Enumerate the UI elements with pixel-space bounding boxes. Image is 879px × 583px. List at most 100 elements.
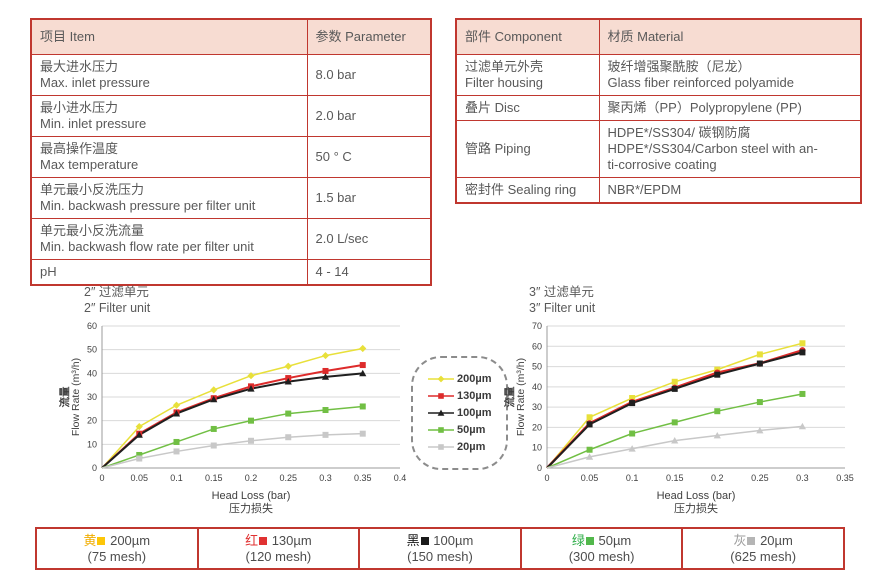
data-point-marker [438,444,444,450]
series-line-130µm [101,364,363,469]
bottom-legend-cell-130µm: 红 130µm (120 mesh) [199,529,361,568]
svg-text:20: 20 [532,422,542,432]
value-cell: HDPE*/SS304/ 碳钢防腐 HDPE*/SS304/Carbon stee… [598,120,862,178]
value-cell: 1.5 bar [306,177,432,219]
svg-text:40: 40 [87,368,97,378]
value-cell: 50 ° C [306,136,432,178]
chart-3inch-title: 3″ 过滤单元 3″ Filter unit [529,284,855,316]
data-point-marker [714,371,721,378]
svg-text:0.1: 0.1 [626,473,639,483]
bottom-legend-cell-20µm: 灰 20µm (625 mesh) [683,529,843,568]
data-point-marker [173,438,180,445]
chart-3inch-plot: 0 10 20 30 40 50 60 70 0 0.05 0.1 0.15 0.2 0.25 0.3 0.3… [503,321,854,515]
bottom-legend-line1: 黑 100µm [407,533,474,549]
bottom-legend-cell-200µm: 黄 200µm (75 mesh) [37,529,199,568]
color-swatch-icon [747,536,756,545]
data-point-marker [136,451,143,458]
table-row: 密封件 Sealing ring NBR*/EPDM [455,177,862,204]
svg-text:0.2: 0.2 [711,473,724,483]
data-point-marker [586,446,593,453]
chart-3inch-title-zh: 3″ 过滤单元 [529,285,594,299]
data-point-marker [172,401,181,409]
svg-text:0.35: 0.35 [836,473,854,483]
data-point-marker [713,431,721,439]
legend-item-100µm: 100µm [428,407,506,419]
legend-item-200µm: 200µm [428,373,506,385]
table-row: 最大进水压力 Max. inlet pressure 8.0 bar [30,54,432,96]
svg-text:0.35: 0.35 [354,473,372,483]
data-point-marker [629,400,636,407]
value-cell: 2.0 bar [306,95,432,137]
value-cell: 聚丙烯（PP）Polypropylene (PP) [598,95,862,121]
x-axis-label-zh: 压力损失 [674,501,718,515]
svg-text:0.2: 0.2 [245,473,258,483]
color-swatch-icon [259,536,268,545]
y-axis-label: 流量Flow Rate (m³/h) [503,358,527,436]
data-point-marker [136,455,143,462]
micron-size: 130µm [268,532,312,548]
data-point-marker [756,399,763,406]
data-point-marker [756,426,764,434]
data-point-marker [210,395,218,403]
svg-text:0.15: 0.15 [205,473,223,483]
svg-text:0.25: 0.25 [751,473,769,483]
micron-size: 20µm [756,532,793,548]
data-point-marker [248,437,254,444]
table-row: 单元最小反洗流量 Min. backwash flow rate per filt… [30,218,432,260]
bottom-legend-line1: 绿 50µm [572,533,631,549]
data-point-marker [714,408,721,415]
series-line-100µm [101,372,363,469]
data-point-marker [359,344,367,353]
material-table: 部件 Component 材质 Material 过滤单元外壳 Filter ho… [455,18,862,204]
data-point-marker [798,422,807,430]
item-cell: 最高操作温度 Max temperature [30,136,308,178]
svg-text:60: 60 [532,341,542,351]
spec-table-header-row: 项目 Item 参数 Parameter [30,18,432,55]
data-point-marker [321,351,330,360]
micron-size: 200µm [106,532,151,548]
spec-table-header-param: 参数 Parameter [306,18,432,55]
color-swatch-icon [97,536,106,545]
y-axis-label: 流量Flow Rate (m³/h) [58,358,82,436]
data-point-marker [321,373,330,380]
data-point-marker [671,385,678,392]
value-cell: 2.0 L/sec [306,218,432,260]
series-line-130µm [546,349,803,469]
chart-3inch-title-en: 3″ Filter unit [529,301,596,315]
mesh-size: (300 mesh) [568,548,635,564]
mesh-size: (120 mesh) [245,548,312,564]
series-line-20µm [101,432,363,469]
series-line-50µm [101,405,363,469]
series-line-100µm [546,351,803,469]
color-name-zh: 黑 [406,532,420,548]
chart-2inch-title-en: 2″ Filter unit [84,301,151,315]
item-cell: 最大进水压力 Max. inlet pressure [30,54,308,96]
svg-text:0.05: 0.05 [581,473,599,483]
color-name-zh: 灰 [733,532,747,548]
series-line-200µm [101,347,363,469]
data-point-marker [586,421,593,428]
svg-text:0: 0 [92,463,97,473]
x-axis-label-en: Head Loss (bar) [212,490,291,502]
legend-marker-icon [428,375,454,383]
data-point-marker [799,390,806,397]
value-cell: 8.0 bar [306,54,432,96]
series-line-50µm [546,393,803,469]
data-point-marker [799,349,806,356]
data-point-marker [135,431,143,438]
spec-table-header-item: 项目 Item [30,18,308,55]
data-point-marker [322,367,329,374]
svg-text:30: 30 [532,402,542,412]
svg-text:60: 60 [87,321,97,331]
svg-text:0.1: 0.1 [170,473,183,483]
svg-text:10: 10 [87,439,97,449]
data-point-marker [629,395,636,402]
chart-2inch-plot: 0 10 20 30 40 50 60 0 0.05 0.1 0.15 0.2 0.25 0.3 0.35 0… [58,321,406,515]
series-line-20µm [546,425,803,469]
data-point-marker [756,351,763,358]
data-point-marker [359,403,366,410]
legend-item-50µm: 50µm [428,424,506,436]
x-axis-label-zh: 压力损失 [229,501,273,515]
legend-marker-icon [428,444,454,450]
